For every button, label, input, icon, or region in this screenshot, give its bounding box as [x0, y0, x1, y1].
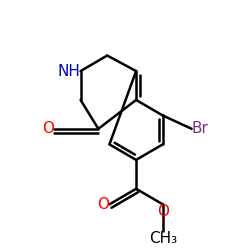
Text: Br: Br: [192, 121, 208, 136]
Text: O: O: [42, 121, 54, 136]
Text: CH₃: CH₃: [149, 231, 177, 246]
Text: O: O: [157, 204, 169, 219]
Text: O: O: [98, 197, 110, 212]
Text: NH: NH: [58, 64, 80, 78]
